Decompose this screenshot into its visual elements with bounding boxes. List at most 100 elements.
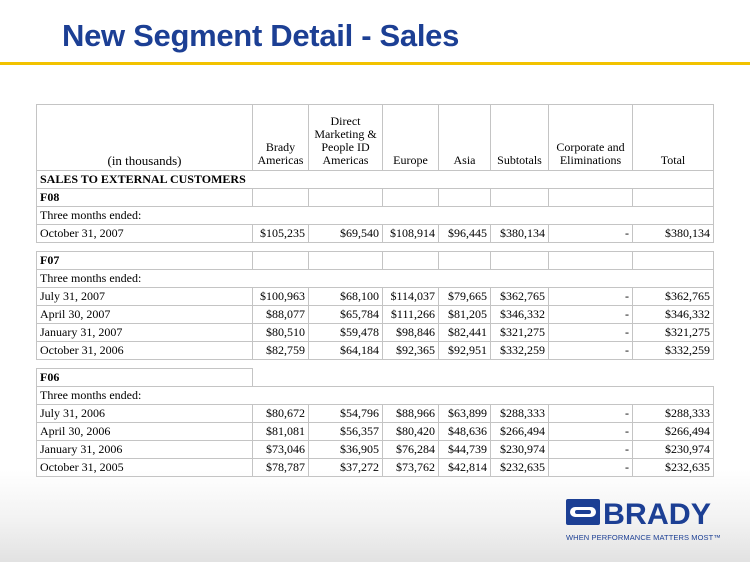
f06-section: F06 Three months ended: July 31, 2006 $80,6… <box>36 368 714 477</box>
value-cell: $65,784 <box>308 305 383 324</box>
value-cell: $288,333 <box>632 404 714 423</box>
value-cell: $332,259 <box>490 341 549 360</box>
value-cell: - <box>548 458 633 477</box>
header-direct-marketing: Direct Marketing & People ID Americas <box>308 104 383 171</box>
value-cell: $79,665 <box>438 287 491 306</box>
value-cell: $56,357 <box>308 422 383 441</box>
empty-cell <box>308 251 383 270</box>
f08-section: F08 Three months ended: October 31, 2007 $1… <box>36 188 714 243</box>
empty-cell <box>632 251 714 270</box>
value-cell: $98,846 <box>382 323 439 342</box>
value-cell: $88,077 <box>252 305 309 324</box>
value-cell: $73,046 <box>252 440 309 459</box>
fiscal-label-row: F06 <box>36 368 714 387</box>
brady-logo: BRADY <box>566 498 711 531</box>
value-cell: $380,134 <box>490 224 549 243</box>
empty-cell <box>632 188 714 207</box>
empty-cell <box>438 251 491 270</box>
table-row: January 31, 2007 $80,510 $59,478 $98,846 $82… <box>36 323 714 342</box>
empty-cell <box>382 251 439 270</box>
value-cell: $362,765 <box>632 287 714 306</box>
empty-cell <box>548 188 633 207</box>
period-label: October 31, 2007 <box>36 224 253 243</box>
value-cell: $108,914 <box>382 224 439 243</box>
value-cell: $266,494 <box>490 422 549 441</box>
value-cell: $100,963 <box>252 287 309 306</box>
header-total: Total <box>632 104 714 171</box>
table-row: October 31, 2006 $82,759 $64,184 $92,365 $92… <box>36 341 714 360</box>
period-label: April 30, 2006 <box>36 422 253 441</box>
value-cell: $266,494 <box>632 422 714 441</box>
value-cell: $63,899 <box>438 404 491 423</box>
period-label: July 31, 2007 <box>36 287 253 306</box>
empty-cell <box>548 251 633 270</box>
value-cell: $92,951 <box>438 341 491 360</box>
three-months-row: Three months ended: <box>36 386 714 405</box>
empty-cell <box>308 188 383 207</box>
value-cell: $78,787 <box>252 458 309 477</box>
header-corporate: Corporate and Eliminations <box>548 104 633 171</box>
fiscal-label: F07 <box>36 251 253 270</box>
header-subtotals: Subtotals <box>490 104 549 171</box>
value-cell: $111,266 <box>382 305 439 324</box>
empty-cell <box>382 188 439 207</box>
period-label: January 31, 2007 <box>36 323 253 342</box>
value-cell: $37,272 <box>308 458 383 477</box>
value-cell: - <box>548 224 633 243</box>
table-row: July 31, 2006 $80,672 $54,796 $88,966 $63,89… <box>36 404 714 423</box>
period-label: July 31, 2006 <box>36 404 253 423</box>
value-cell: - <box>548 287 633 306</box>
fiscal-label: F08 <box>36 188 253 207</box>
value-cell: $288,333 <box>490 404 549 423</box>
value-cell: $82,441 <box>438 323 491 342</box>
value-cell: $48,636 <box>438 422 491 441</box>
spacer <box>37 360 714 369</box>
value-cell: $96,445 <box>438 224 491 243</box>
header-row: (in thousands) Brady Americas Direct Mar… <box>36 104 714 171</box>
table-row: April 30, 2007 $88,077 $65,784 $111,266 $81,… <box>36 305 714 324</box>
f07-section: F07 Three months ended: July 31, 2007 $100,… <box>36 251 714 360</box>
value-cell: $44,739 <box>438 440 491 459</box>
section-title: SALES TO EXTERNAL CUSTOMERS <box>36 170 714 189</box>
spacer <box>37 243 714 252</box>
value-cell: $73,762 <box>382 458 439 477</box>
value-cell: - <box>548 341 633 360</box>
value-cell: $321,275 <box>632 323 714 342</box>
value-cell: $42,814 <box>438 458 491 477</box>
period-label: January 31, 2006 <box>36 440 253 459</box>
value-cell: $59,478 <box>308 323 383 342</box>
value-cell: $54,796 <box>308 404 383 423</box>
three-months-label: Three months ended: <box>36 206 714 225</box>
table-row: January 31, 2006 $73,046 $36,905 $76,284 $44… <box>36 440 714 459</box>
value-cell: $64,184 <box>308 341 383 360</box>
value-cell: - <box>548 440 633 459</box>
brady-logo-icon <box>566 499 600 525</box>
table-row: July 31, 2007 $100,963 $68,100 $114,037 $79,… <box>36 287 714 306</box>
table-row: October 31, 2007 $105,235 $69,540 $108,914 $… <box>36 224 714 243</box>
value-cell: $380,134 <box>632 224 714 243</box>
value-cell: $346,332 <box>490 305 549 324</box>
sales-table: (in thousands) Brady Americas Direct Mar… <box>36 104 714 477</box>
period-label: October 31, 2005 <box>36 458 253 477</box>
value-cell: $76,284 <box>382 440 439 459</box>
empty-cell <box>490 251 549 270</box>
value-cell: $232,635 <box>490 458 549 477</box>
value-cell: $80,672 <box>252 404 309 423</box>
fiscal-label: F06 <box>36 368 253 387</box>
value-cell: - <box>548 422 633 441</box>
value-cell: - <box>548 404 633 423</box>
value-cell: $232,635 <box>632 458 714 477</box>
value-cell: $230,974 <box>490 440 549 459</box>
value-cell: $362,765 <box>490 287 549 306</box>
page-title: New Segment Detail - Sales <box>62 18 460 53</box>
empty-cell <box>252 251 309 270</box>
value-cell: $105,235 <box>252 224 309 243</box>
value-cell: - <box>548 323 633 342</box>
value-cell: $81,081 <box>252 422 309 441</box>
header-units: (in thousands) <box>36 104 253 171</box>
value-cell: $82,759 <box>252 341 309 360</box>
period-label: October 31, 2006 <box>36 341 253 360</box>
value-cell: $69,540 <box>308 224 383 243</box>
fiscal-label-row: F08 <box>36 188 714 207</box>
value-cell: $36,905 <box>308 440 383 459</box>
